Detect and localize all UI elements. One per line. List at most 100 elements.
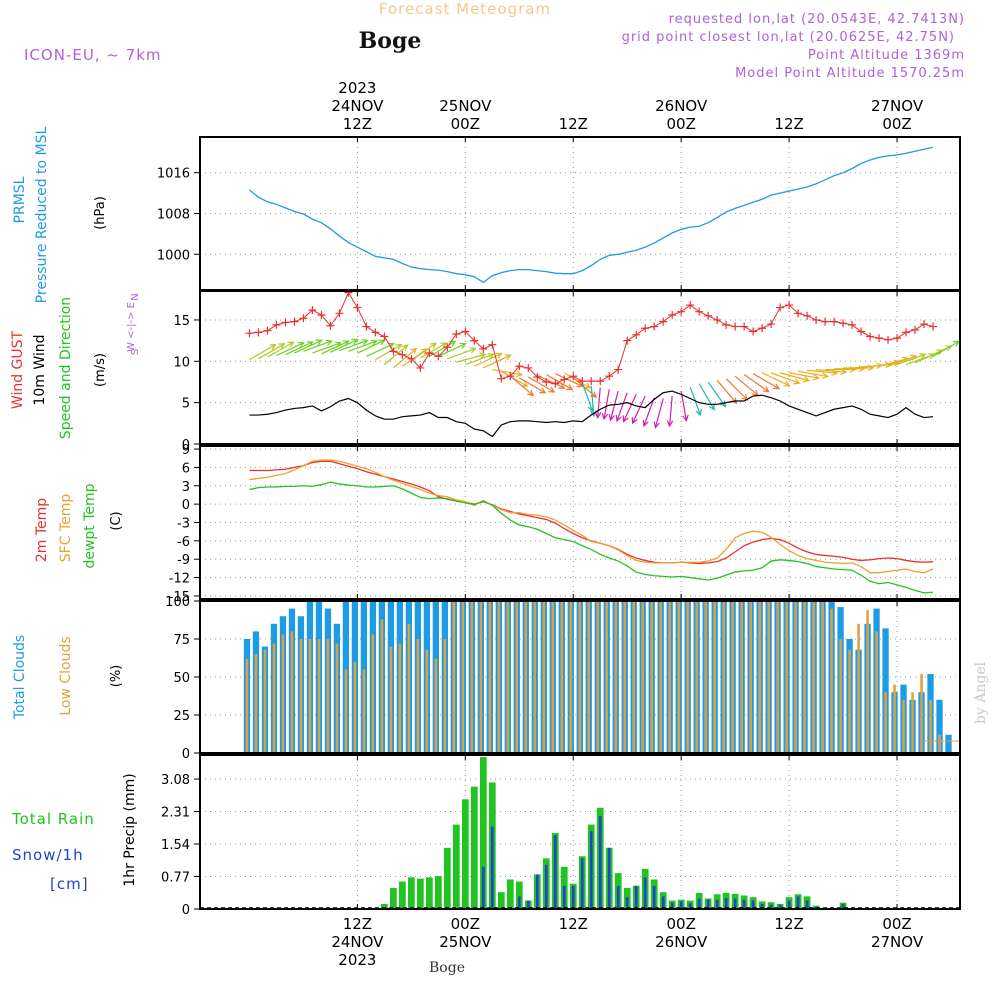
clouds-panel: 0 25 50 75 100 bbox=[165, 595, 961, 762]
y-tick-label: 50 bbox=[173, 671, 190, 686]
wind-arrow-head bbox=[594, 411, 602, 419]
gust-marker bbox=[695, 307, 704, 316]
gust-marker bbox=[452, 330, 461, 339]
gust-marker bbox=[389, 347, 398, 356]
gust-marker bbox=[605, 372, 614, 381]
wind-arrow-head bbox=[812, 373, 820, 381]
low-cloud-bar bbox=[443, 639, 447, 753]
wind-arrow bbox=[438, 343, 466, 357]
gust-marker bbox=[479, 344, 488, 353]
low-cloud-bar bbox=[668, 601, 671, 753]
wind-arrow bbox=[631, 395, 646, 424]
wind-arrow bbox=[707, 381, 726, 407]
rain-bar bbox=[381, 903, 388, 909]
bottom-time-label: 25NOV bbox=[439, 933, 492, 951]
wind-arrow-head bbox=[783, 380, 791, 387]
gust-marker bbox=[668, 310, 677, 319]
wind-arrow-head bbox=[410, 347, 418, 355]
gust-marker bbox=[722, 320, 731, 329]
total-cloud-bar bbox=[882, 628, 889, 753]
rain-bar bbox=[515, 881, 523, 909]
total-cloud-bar bbox=[936, 699, 943, 753]
gust-marker bbox=[335, 309, 344, 318]
rain-bar bbox=[425, 877, 433, 909]
gust-marker bbox=[875, 334, 884, 343]
wind-arrow-head bbox=[642, 419, 649, 428]
low-cloud-bar bbox=[533, 601, 537, 753]
low-cloud-bar bbox=[605, 601, 608, 753]
low-cloud-bar bbox=[839, 639, 842, 753]
low-cloud-bar bbox=[353, 661, 357, 753]
wind-gust-label: Wind GUST bbox=[10, 330, 26, 409]
y-tick-label: 10 bbox=[173, 355, 190, 370]
wind-arrow bbox=[267, 341, 294, 358]
gust-marker bbox=[677, 307, 686, 316]
wind-arrow bbox=[501, 370, 528, 387]
wind-arrow bbox=[348, 340, 377, 352]
low-cloud-bar bbox=[425, 649, 429, 753]
y-tick-label: -9 bbox=[177, 553, 190, 568]
gust-marker bbox=[533, 373, 542, 382]
wind-arrow-head bbox=[325, 339, 333, 346]
temp-line-2 bbox=[249, 481, 934, 594]
total-clouds-label: Total Clouds bbox=[12, 635, 28, 720]
wind-arrow bbox=[258, 343, 285, 360]
gust-marker bbox=[650, 322, 659, 331]
snow-bar bbox=[589, 830, 593, 909]
gust-marker bbox=[254, 328, 263, 337]
y-tick-label: 1.54 bbox=[161, 838, 190, 853]
wind-arrow-head bbox=[459, 342, 467, 349]
wind-arrow-head bbox=[919, 353, 927, 360]
grid-point-coords: grid point closest lon,lat (20.0625E, 42… bbox=[622, 30, 955, 45]
wind-arrow-head bbox=[495, 352, 503, 359]
snow-label: Snow/1h bbox=[12, 846, 84, 864]
low-cloud-bar bbox=[551, 601, 555, 753]
wind-arrow bbox=[597, 387, 601, 418]
low-cloud-bar bbox=[623, 601, 626, 753]
gust-marker bbox=[506, 372, 515, 381]
top-time-label: 24NOV bbox=[331, 97, 384, 115]
snow-bar bbox=[670, 902, 674, 909]
wind-arrow-head bbox=[370, 339, 378, 346]
model-point-altitude: Model Point Altitude 1570.25m bbox=[735, 66, 965, 81]
gust-marker bbox=[848, 320, 857, 329]
low-cloud-bar bbox=[902, 699, 905, 753]
snow-bar bbox=[553, 835, 557, 909]
low-cloud-bar bbox=[641, 601, 644, 753]
snow-bar bbox=[679, 901, 683, 909]
top-time-label: 12Z bbox=[559, 115, 588, 133]
wind-arrow bbox=[474, 353, 502, 367]
snow-bar bbox=[607, 847, 611, 909]
y-tick-label: 0 bbox=[182, 498, 190, 513]
rain-bar bbox=[390, 887, 397, 909]
top-time-label: 00Z bbox=[882, 115, 911, 133]
gust-marker bbox=[416, 363, 425, 372]
snow-bar bbox=[652, 885, 656, 909]
temp-sfc-label: SFC Temp bbox=[58, 494, 74, 563]
low-cloud-bar bbox=[299, 639, 303, 753]
gust-marker bbox=[461, 327, 470, 336]
wind-arrow bbox=[770, 372, 800, 384]
low-cloud-bar bbox=[524, 601, 528, 753]
gust-marker bbox=[686, 301, 695, 310]
gust-marker bbox=[290, 317, 299, 326]
y-tick-label: 1000 bbox=[157, 248, 190, 263]
top-time-label: 2023 bbox=[338, 79, 376, 97]
bottom-time-label: 12Z bbox=[343, 915, 372, 933]
snow-bar bbox=[841, 903, 845, 909]
low-cloud-bar bbox=[398, 643, 402, 753]
wind-arrow-head bbox=[351, 338, 359, 345]
wind-arrow-head bbox=[793, 378, 801, 385]
snow-bar bbox=[625, 897, 629, 909]
wind-arrow-head bbox=[885, 361, 893, 369]
wind-arrow bbox=[698, 383, 715, 410]
low-cloud-bar bbox=[326, 639, 330, 753]
wind-arrow-head bbox=[708, 403, 715, 411]
wind-arrow bbox=[447, 347, 476, 360]
model-label: ICON-EU, ~ 7km bbox=[24, 46, 162, 64]
low-cloud-bar bbox=[587, 601, 591, 753]
wind-arrow bbox=[668, 395, 673, 426]
low-cloud-bar bbox=[560, 601, 564, 753]
wind-arrow bbox=[429, 340, 456, 357]
wind-arrow-head bbox=[615, 414, 622, 423]
